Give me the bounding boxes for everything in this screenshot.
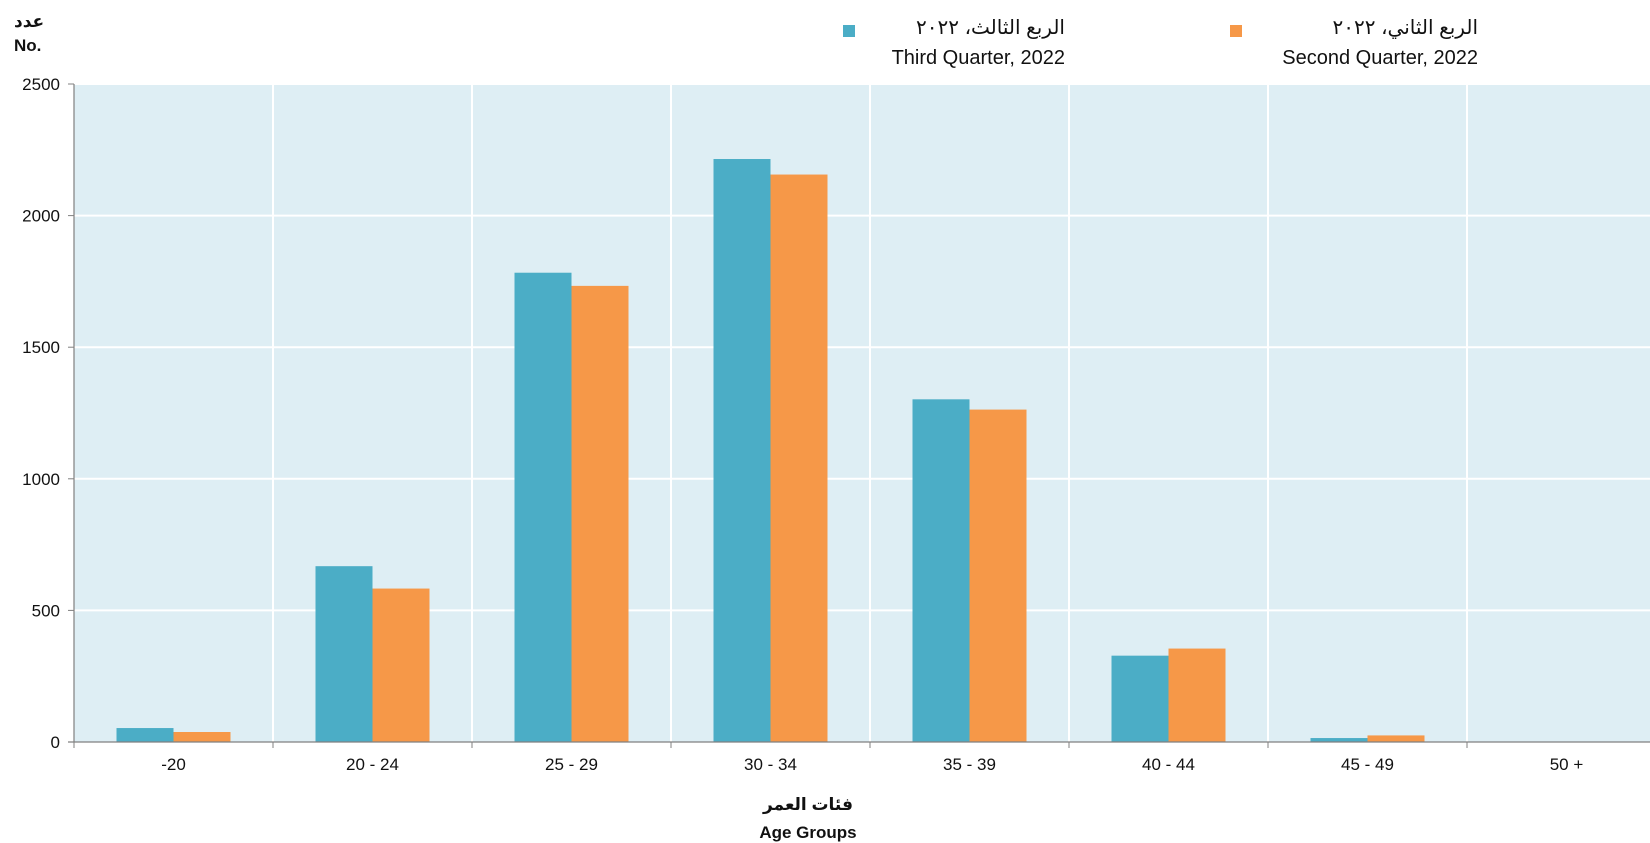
bar-third-quarter-2 [514, 272, 572, 742]
x-axis-title-english: Age Groups [759, 823, 856, 842]
legend-label-arabic-second-quarter: الربع الثاني، ٢٠٢٢ [1333, 17, 1478, 40]
bar-third-quarter-5 [1111, 655, 1169, 742]
bar-second-quarter-4 [969, 409, 1027, 742]
y-unit-label-arabic: عدد [14, 12, 44, 31]
bar-third-quarter-1 [315, 566, 373, 742]
legend-label-english-third-quarter: Third Quarter, 2022 [892, 47, 1065, 69]
bars [116, 159, 1425, 743]
y-tick-label: 500 [32, 601, 60, 620]
legend-label-arabic-third-quarter: الربع الثالث، ٢٠٢٢ [916, 17, 1065, 39]
x-tick-label: 30 - 34 [744, 755, 797, 774]
grid-lines [74, 83, 1650, 742]
bar-second-quarter-0 [173, 731, 231, 742]
y-tick-label: 0 [51, 733, 60, 752]
x-tick-label: 40 - 44 [1142, 755, 1195, 774]
y-tick-label: 2500 [22, 75, 60, 94]
bar-third-quarter-4 [912, 399, 970, 742]
plot-area [74, 84, 1650, 742]
x-tick-label: 45 - 49 [1341, 755, 1394, 774]
legend: الربع الثالث، ٢٠٢٢ Third Quarter, 2022 ا… [843, 17, 1478, 69]
bar-second-quarter-6 [1367, 735, 1425, 742]
y-tick-label: 2000 [22, 207, 60, 226]
x-axis-title-arabic: فئات العمر [762, 795, 853, 815]
legend-item-second-quarter: الربع الثاني، ٢٠٢٢ Second Quarter, 2022 [1230, 17, 1478, 69]
bar-second-quarter-5 [1168, 648, 1226, 742]
y-tick-label: 1000 [22, 470, 60, 489]
bar-second-quarter-3 [770, 174, 828, 743]
bar-second-quarter-1 [372, 588, 430, 742]
axes [68, 83, 1650, 748]
y-unit-label-english: No. [14, 36, 41, 55]
legend-swatch-third-quarter [843, 25, 855, 37]
x-tick-label: 35 - 39 [943, 755, 996, 774]
x-tick-label: 25 - 29 [545, 755, 598, 774]
legend-item-third-quarter: الربع الثالث، ٢٠٢٢ Third Quarter, 2022 [843, 17, 1065, 69]
bar-second-quarter-2 [571, 285, 629, 742]
x-tick-label: 50 + [1550, 755, 1584, 774]
x-tick-label: -20 [161, 755, 186, 774]
bar-third-quarter-3 [713, 159, 771, 743]
y-tick-label: 1500 [22, 338, 60, 357]
x-tick-label: 20 - 24 [346, 755, 399, 774]
bar-third-quarter-0 [116, 728, 174, 742]
legend-swatch-second-quarter [1230, 25, 1242, 37]
legend-label-english-second-quarter: Second Quarter, 2022 [1282, 47, 1478, 69]
tick-labels: 0 500 1000 1500 2000 2500 -20 20 - 24 25 - 29 30 … [22, 75, 1583, 774]
bar-third-quarter-6 [1310, 738, 1368, 742]
